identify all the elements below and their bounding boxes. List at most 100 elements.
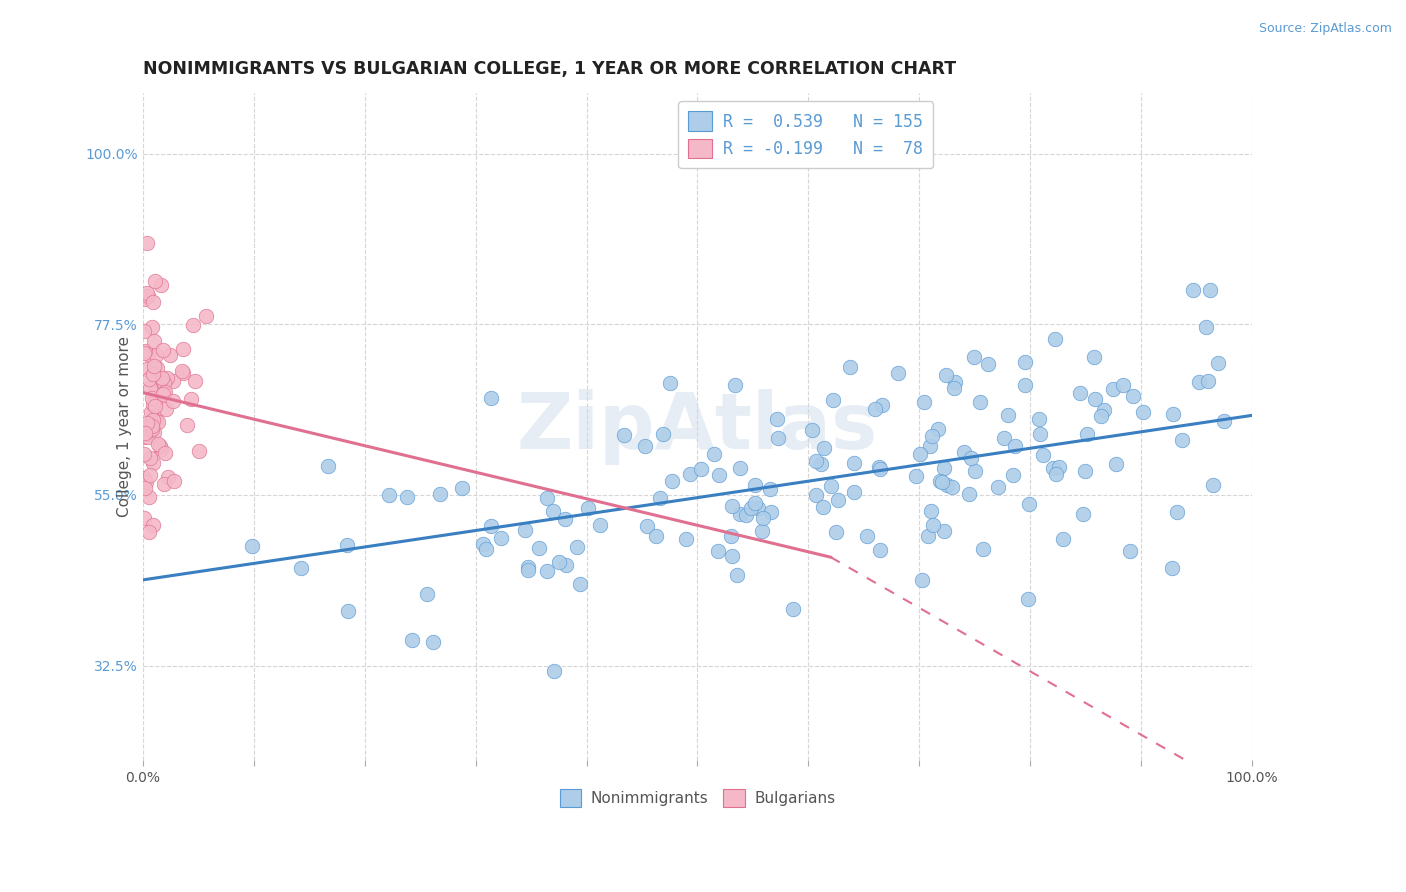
Point (943, 375, 966, 389)
Point (139, 416, 162, 430)
Point (146, 415, 169, 429)
Point (1029, 426, 1052, 441)
Point (972, 542, 994, 557)
Point (134, 344, 156, 359)
Point (723, 377, 745, 392)
Point (172, 342, 194, 356)
Point (183, 374, 205, 388)
Point (977, 357, 1000, 371)
Point (240, 540, 263, 554)
Point (138, 490, 160, 504)
Point (707, 544, 730, 558)
Point (658, 376, 681, 390)
Point (1004, 439, 1026, 453)
Point (1132, 405, 1154, 419)
Point (1208, 356, 1230, 370)
Point (155, 402, 177, 417)
Point (1119, 544, 1142, 558)
Point (943, 381, 966, 395)
Point (921, 518, 943, 533)
Point (703, 447, 725, 461)
Point (813, 441, 835, 455)
Point (395, 490, 418, 504)
Point (1018, 498, 1040, 512)
Point (567, 541, 589, 555)
Point (904, 469, 927, 483)
Point (336, 538, 359, 552)
Point (1042, 461, 1064, 475)
Point (142, 412, 165, 426)
Point (145, 348, 167, 362)
Point (318, 458, 340, 473)
Text: Source: ZipAtlas.com: Source: ZipAtlas.com (1258, 22, 1392, 36)
Point (679, 467, 702, 482)
Point (1071, 507, 1094, 521)
Point (153, 376, 176, 391)
Point (987, 480, 1010, 494)
Point (149, 278, 172, 293)
Point (163, 474, 186, 488)
Point (782, 601, 804, 615)
Point (142, 359, 165, 374)
Point (378, 488, 401, 502)
Point (801, 424, 824, 438)
Point (162, 374, 184, 388)
Point (725, 568, 748, 582)
Point (471, 537, 494, 551)
Point (569, 576, 592, 591)
Point (141, 422, 163, 436)
Point (416, 587, 439, 601)
Point (652, 426, 675, 441)
Point (548, 555, 571, 569)
Point (1198, 283, 1220, 297)
Point (536, 565, 558, 579)
Point (1043, 332, 1066, 346)
Point (969, 395, 991, 409)
Point (143, 385, 166, 400)
Point (928, 474, 950, 488)
Point (935, 478, 957, 492)
Point (1047, 460, 1070, 475)
Point (451, 481, 474, 495)
Point (932, 460, 955, 475)
Point (138, 372, 160, 386)
Point (187, 444, 209, 458)
Point (644, 528, 666, 542)
Point (155, 384, 177, 399)
Point (886, 366, 908, 380)
Point (993, 431, 1015, 445)
Point (132, 292, 155, 306)
Point (143, 408, 166, 422)
Point (135, 362, 157, 376)
Point (143, 334, 166, 348)
Point (912, 394, 935, 409)
Point (143, 394, 166, 409)
Point (1197, 375, 1219, 389)
Point (162, 393, 184, 408)
Point (1017, 592, 1039, 607)
Point (145, 413, 167, 427)
Point (707, 467, 730, 482)
Point (1076, 426, 1098, 441)
Point (527, 541, 550, 555)
Point (921, 428, 943, 442)
Point (1028, 411, 1050, 425)
Point (138, 524, 160, 539)
Point (541, 504, 564, 518)
Point (1092, 402, 1115, 417)
Point (132, 430, 155, 444)
Point (155, 445, 177, 459)
Point (634, 439, 657, 453)
Point (1122, 389, 1144, 403)
Point (148, 439, 170, 453)
Point (135, 236, 157, 251)
Point (804, 488, 827, 502)
Point (839, 360, 862, 375)
Point (1170, 433, 1192, 447)
Point (153, 477, 176, 491)
Point (132, 511, 155, 525)
Point (997, 408, 1019, 422)
Point (1101, 382, 1123, 396)
Point (650, 491, 672, 506)
Point (139, 450, 162, 465)
